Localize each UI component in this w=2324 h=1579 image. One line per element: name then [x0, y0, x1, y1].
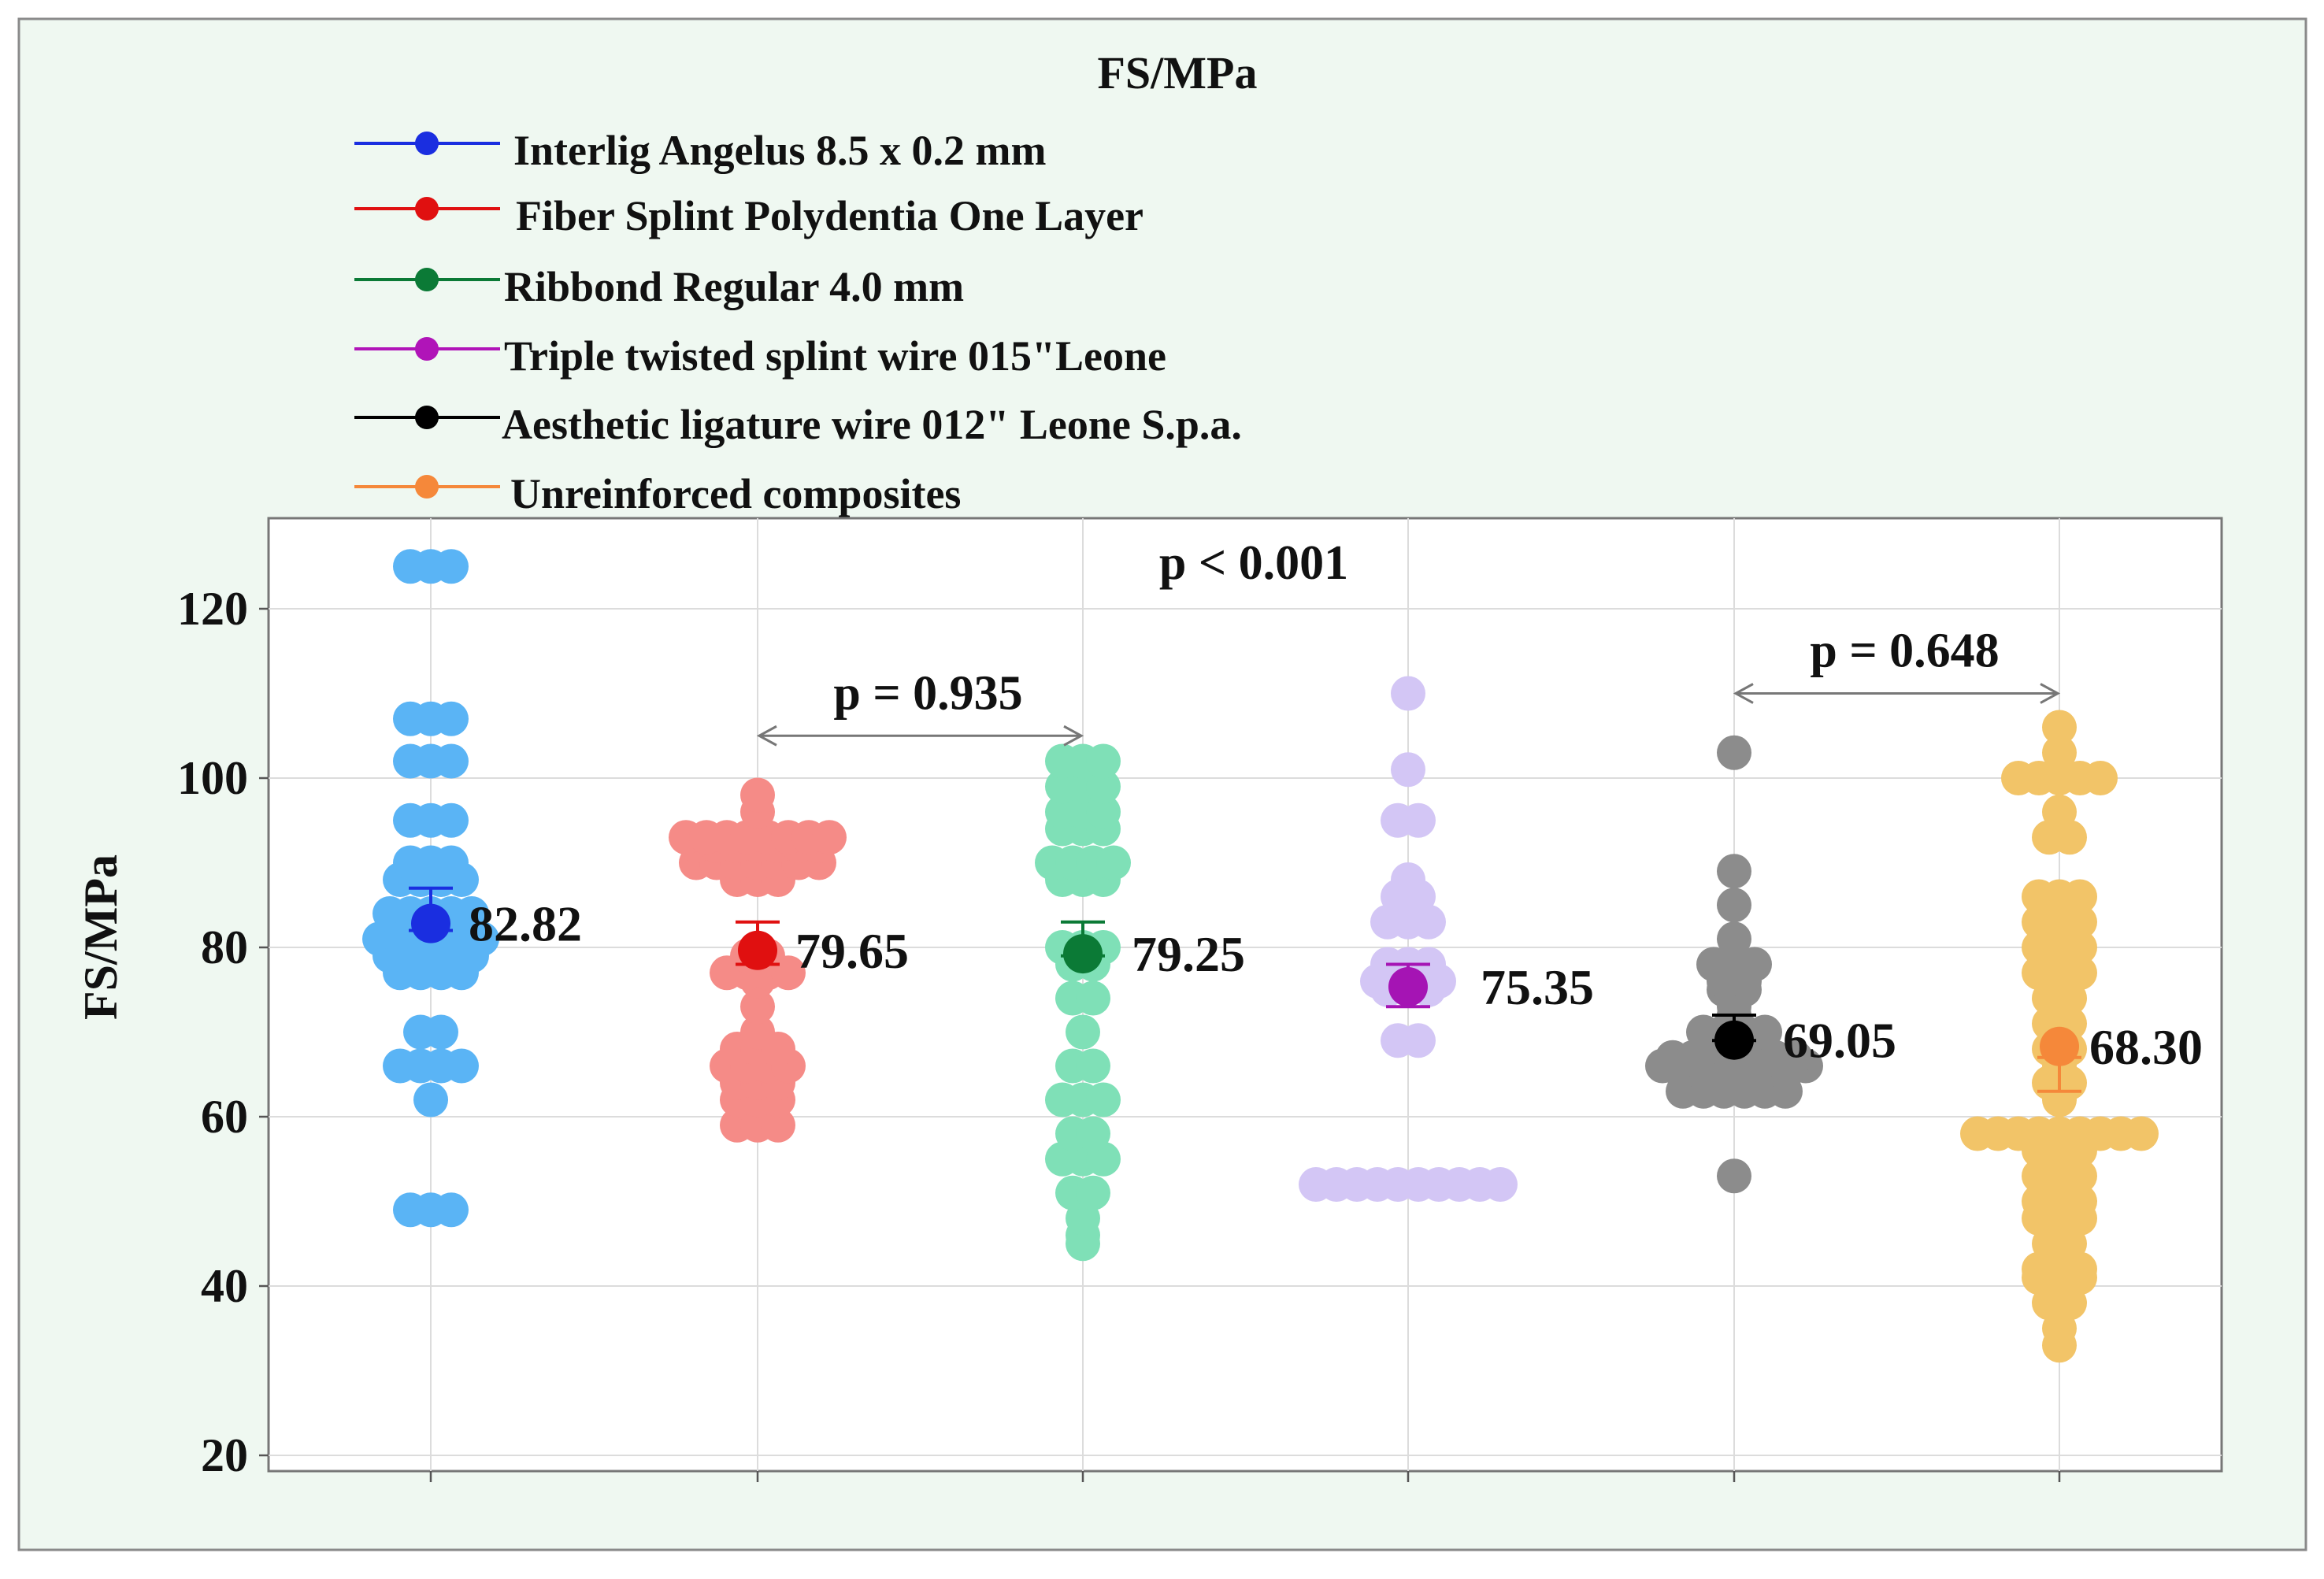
mean-marker [738, 930, 777, 970]
plot-area [267, 517, 2223, 1473]
y-tick-label: 40 [201, 1260, 248, 1312]
data-point [2124, 1116, 2159, 1151]
data-point [1066, 1014, 1100, 1050]
data-point [1737, 947, 1772, 982]
mean-marker [1063, 934, 1103, 974]
data-point [1086, 1082, 1121, 1118]
data-point [1778, 1040, 1813, 1075]
mean-marker [411, 903, 450, 943]
data-point [1717, 888, 1751, 923]
data-point [1391, 676, 1425, 711]
data-point [1076, 1116, 1110, 1151]
legend-marker [415, 406, 439, 429]
data-point [740, 989, 775, 1025]
data-point [434, 845, 469, 880]
mean-label: 68.30 [2089, 1019, 2203, 1075]
mean-label: 79.65 [795, 923, 909, 979]
legend-title: FS/MPa [1098, 47, 1258, 98]
legend-label: Ribbond Regular 4.0 mm [504, 263, 964, 310]
y-tick-label: 120 [177, 583, 248, 635]
data-point [434, 743, 469, 779]
comparison-arrowhead [1733, 683, 1754, 704]
mean-label: 79.25 [1132, 926, 1245, 982]
legend-label: Fiber Splint Polydentia One Layer [516, 192, 1143, 239]
data-point [1483, 1167, 1518, 1202]
comparison-arrowhead [756, 725, 777, 747]
data-point [1717, 1158, 1751, 1194]
data-point [1717, 735, 1751, 770]
data-point [1717, 921, 1751, 957]
pairwise-p-value: p = 0.935 [833, 666, 1022, 720]
data-point [1076, 980, 1110, 1016]
data-point [812, 820, 847, 855]
comparison-arrowhead [1063, 725, 1084, 747]
legend-label: Aesthetic ligature wire 012" Leone S.p.a… [502, 401, 1242, 448]
data-point [1717, 854, 1751, 889]
legend-marker [415, 197, 439, 221]
mean-label: 69.05 [1783, 1013, 1896, 1069]
data-point [2063, 904, 2097, 940]
data-point [413, 1082, 448, 1118]
data-point [1401, 802, 1436, 838]
mean-label: 75.35 [1481, 959, 1594, 1015]
data-point [2063, 955, 2097, 991]
data-point [1391, 862, 1425, 897]
legend-marker [415, 337, 439, 361]
data-point [434, 802, 469, 838]
annotations: p < 0.001 p = 0.935 p = 0.648 [756, 536, 2061, 747]
data-point [761, 1107, 795, 1143]
data-point [2063, 1184, 2097, 1219]
mean-marker [2040, 1026, 2079, 1066]
legend-label: Unreinforced composites [510, 470, 961, 517]
legend-marker [415, 475, 439, 499]
grid [269, 518, 2222, 1482]
group-means: 82.82 79.65 79.25 75.35 69.05 68.30 [409, 886, 2203, 1093]
data-point [740, 777, 775, 813]
legend-label: Triple twisted splint wire 015"Leone [504, 332, 1166, 380]
global-p-value: p < 0.001 [1159, 536, 1348, 590]
legend-marker [415, 268, 439, 291]
mean-marker [1714, 1020, 1754, 1060]
y-tick-label: 20 [201, 1429, 248, 1481]
data-point [434, 549, 469, 584]
data-point [454, 896, 489, 931]
data-point [444, 1048, 479, 1084]
data-point [1401, 1023, 1436, 1058]
comparison-arrowhead [2040, 683, 2061, 704]
data-point [434, 701, 469, 736]
data-point [434, 1192, 469, 1228]
data-point [2042, 795, 2077, 829]
data-point [2063, 879, 2097, 914]
data-point [2042, 710, 2077, 745]
data-point [2063, 1158, 2097, 1194]
data-point [740, 1014, 775, 1050]
data-point [1086, 795, 1121, 829]
y-tick-label: 80 [201, 921, 248, 973]
legend: Interlig Angelus 8.5 x 0.2 mm Fiber Splin… [354, 127, 1242, 517]
data-point [1086, 769, 1121, 804]
legend-label: Interlig Angelus 8.5 x 0.2 mm [513, 127, 1047, 174]
data-point [1096, 845, 1131, 880]
data-point [2083, 761, 2118, 795]
y-tick-label: 60 [201, 1091, 248, 1143]
data-point [1391, 752, 1425, 788]
data-point [2042, 735, 2077, 770]
mean-marker [1388, 966, 1428, 1006]
data-point [1086, 743, 1121, 779]
data-point [1076, 1175, 1110, 1210]
y-axis-label: FS/MPa [75, 854, 127, 1020]
data-point [424, 1014, 458, 1050]
legend-marker [415, 132, 439, 155]
y-axis: 20 40 60 80 100 120 [177, 583, 269, 1481]
pairwise-p-value: p = 0.648 [1810, 625, 1999, 678]
data-point [1076, 1048, 1110, 1084]
y-tick-label: 100 [177, 752, 248, 804]
mean-label: 82.82 [469, 896, 582, 952]
data-point [2063, 930, 2097, 965]
